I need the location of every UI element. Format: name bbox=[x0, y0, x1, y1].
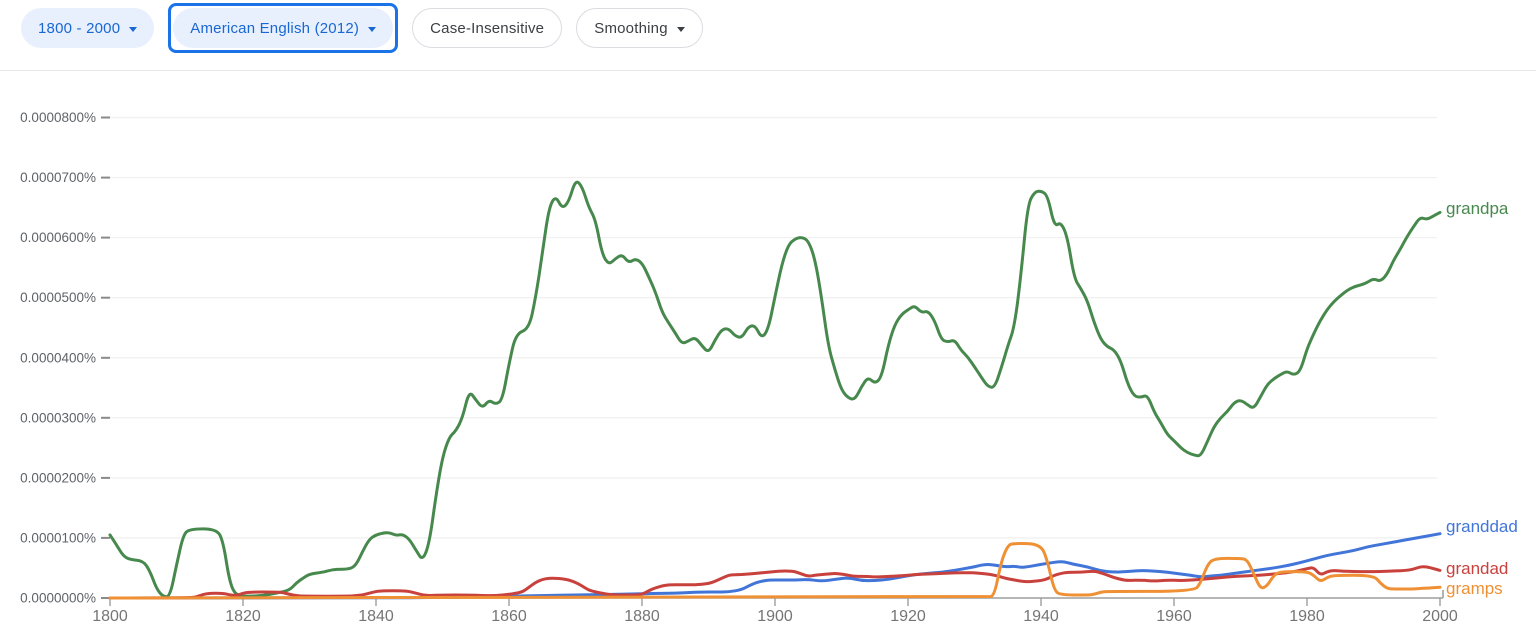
series-label-grandpa[interactable]: grandpa bbox=[1446, 199, 1509, 218]
x-tick-label: 1980 bbox=[1289, 608, 1325, 625]
series-label-grandad[interactable]: grandad bbox=[1446, 559, 1508, 578]
chevron-down-icon bbox=[676, 27, 685, 32]
x-tick-label: 2000 bbox=[1422, 608, 1458, 625]
y-tick-label: 0.0000200% bbox=[20, 470, 96, 485]
x-tick-label: 1800 bbox=[92, 608, 128, 625]
x-tick-label: 1920 bbox=[890, 608, 926, 625]
x-tick-label: 1900 bbox=[757, 608, 793, 625]
year-range-label: 1800 - 2000 bbox=[38, 19, 121, 37]
y-tick-label: 0.0000600% bbox=[20, 230, 96, 245]
y-tick-label: 0.0000500% bbox=[20, 290, 96, 305]
x-tick-label: 1820 bbox=[225, 608, 261, 625]
y-tick-label: 0.0000100% bbox=[20, 530, 96, 545]
y-tick-label: 0.0000000% bbox=[20, 591, 96, 606]
toolbar-divider bbox=[0, 70, 1536, 71]
case-insensitive-label: Case-Insensitive bbox=[430, 19, 545, 37]
y-tick-label: 0.0000800% bbox=[20, 110, 96, 125]
series-line-grandpa[interactable] bbox=[108, 180, 1442, 599]
series-label-gramps[interactable]: gramps bbox=[1446, 579, 1503, 598]
x-tick-label: 1960 bbox=[1156, 608, 1192, 625]
series-line-granddad[interactable] bbox=[108, 532, 1442, 600]
chevron-down-icon bbox=[368, 27, 377, 32]
case-insensitive-toggle[interactable]: Case-Insensitive bbox=[412, 8, 563, 48]
x-tick-label: 1880 bbox=[624, 608, 660, 625]
y-tick-label: 0.0000300% bbox=[20, 410, 96, 425]
corpus-dropdown[interactable]: American English (2012) bbox=[173, 8, 394, 48]
x-tick-label: 1940 bbox=[1023, 608, 1059, 625]
x-tick-label: 1840 bbox=[358, 608, 394, 625]
y-tick-label: 0.0000700% bbox=[20, 170, 96, 185]
series-line-grandad[interactable] bbox=[108, 565, 1442, 600]
series-line-gramps[interactable] bbox=[108, 542, 1442, 600]
chevron-down-icon bbox=[129, 27, 138, 32]
smoothing-label: Smoothing bbox=[594, 19, 668, 37]
corpus-dropdown-focus-ring: American English (2012) bbox=[168, 3, 399, 53]
year-range-dropdown[interactable]: 1800 - 2000 bbox=[21, 8, 155, 48]
series-label-granddad[interactable]: granddad bbox=[1446, 517, 1518, 536]
x-tick-label: 1860 bbox=[491, 608, 527, 625]
toolbar: 1800 - 2000 American English (2012) Case… bbox=[0, 0, 1536, 78]
corpus-label: American English (2012) bbox=[190, 19, 360, 37]
y-tick-label: 0.0000400% bbox=[20, 350, 96, 365]
smoothing-dropdown[interactable]: Smoothing bbox=[576, 8, 703, 48]
